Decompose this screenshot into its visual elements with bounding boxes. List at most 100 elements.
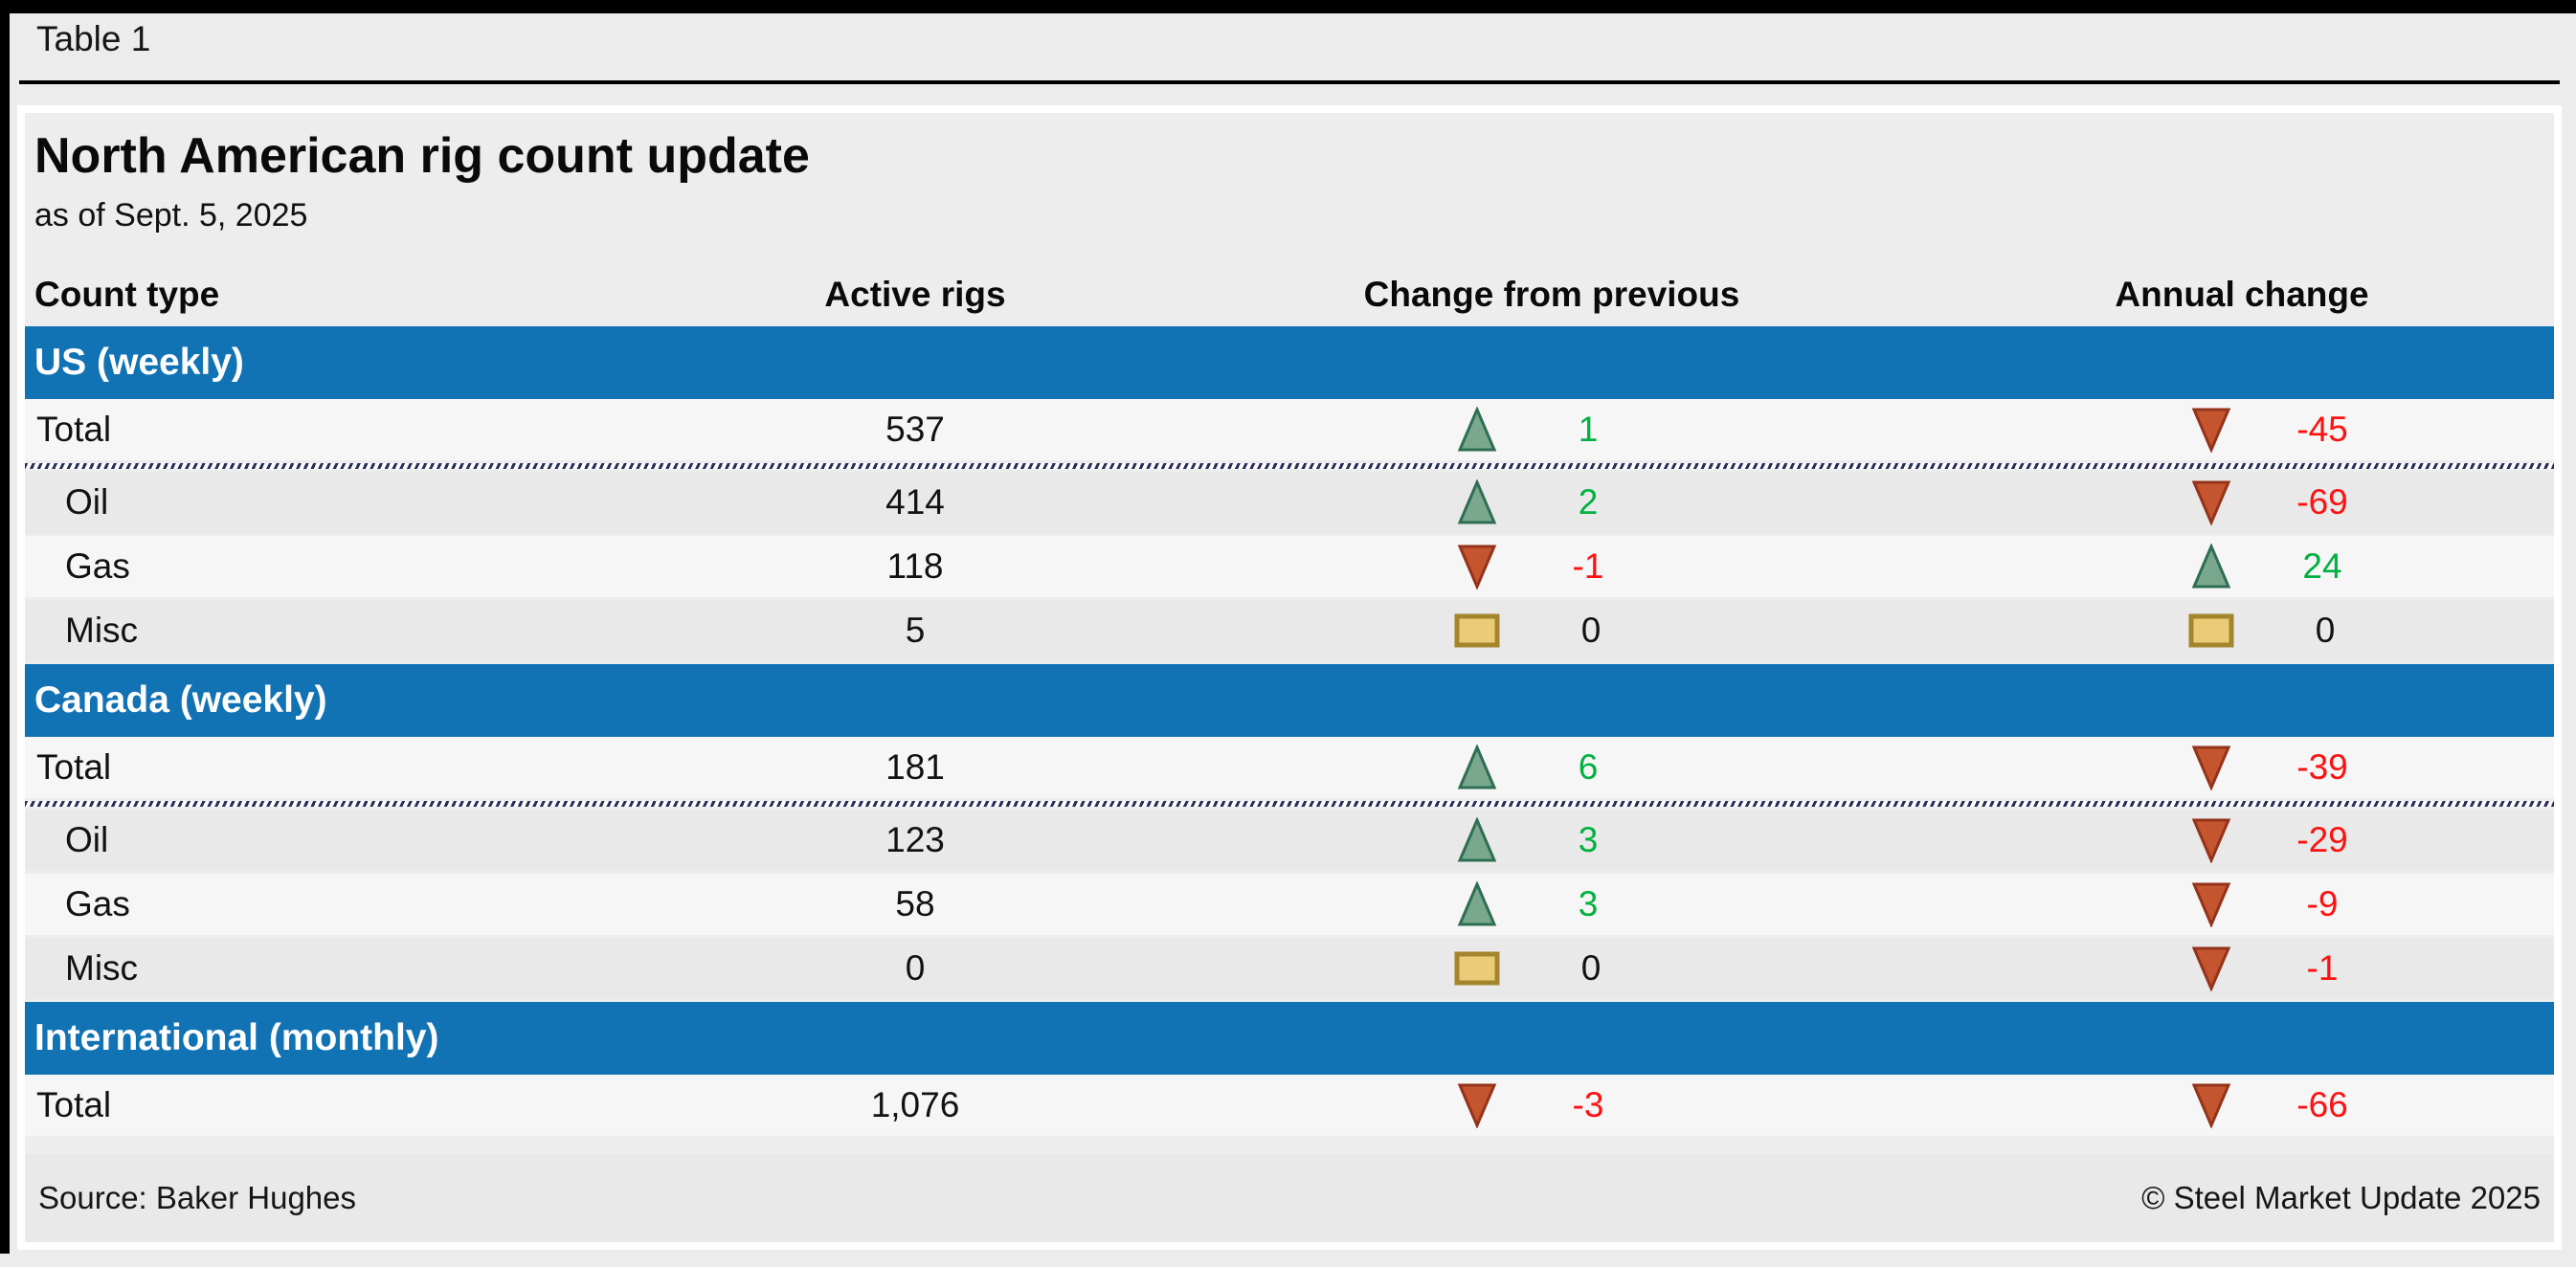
change-value: -29 — [2296, 820, 2348, 860]
change-value: 0 — [1580, 948, 1602, 989]
up-triangle-icon — [1457, 407, 1497, 453]
table-row: Misc 5 0 0 — [25, 600, 2554, 662]
change-cell: -9 — [1930, 881, 2554, 928]
column-header-count-type: Count type — [34, 275, 220, 315]
change-value: -9 — [2306, 884, 2339, 924]
up-triangle-icon — [1457, 745, 1497, 790]
change-cell: 3 — [1174, 881, 1930, 927]
change-cell: -29 — [1930, 817, 2554, 864]
active-rigs-value: 414 — [885, 482, 945, 522]
down-triangle-icon — [2191, 817, 2231, 864]
top-border-bar — [0, 0, 2576, 13]
down-triangle-icon — [1457, 544, 1497, 590]
down-triangle-icon — [2191, 1082, 2231, 1129]
change-value: 6 — [1578, 747, 1599, 788]
copyright-text: © Steel Market Update 2025 — [2141, 1180, 2541, 1215]
change-value: -45 — [2296, 410, 2348, 450]
change-value: -69 — [2296, 482, 2348, 522]
change-value: 24 — [2302, 546, 2342, 587]
active-rigs-value: 58 — [895, 884, 935, 924]
table-row: Total 181 6 -39 — [25, 737, 2554, 799]
column-header-row: Count type Active rigs Change from previou… — [25, 263, 2554, 326]
table-label: Table 1 — [36, 19, 151, 58]
table-row: Misc 0 0 -1 — [25, 938, 2554, 1000]
table-row: Gas 58 3 -9 — [25, 874, 2554, 936]
down-triangle-icon — [2191, 407, 2231, 454]
table-row: Gas 118 -1 24 — [25, 536, 2554, 598]
active-rigs-value: 0 — [905, 948, 926, 989]
row-label: Misc — [65, 611, 139, 651]
flat-dash-icon — [2188, 613, 2234, 648]
change-cell: -66 — [1930, 1082, 2554, 1129]
source-text: Source: Baker Hughes — [38, 1180, 357, 1215]
active-rigs-value: 118 — [886, 546, 944, 587]
change-value: -66 — [2296, 1085, 2348, 1125]
table-row: Total 1,076 -3 -66 — [25, 1075, 2554, 1137]
row-label: Misc — [65, 948, 139, 989]
row-label: Total — [36, 747, 112, 788]
row-label: Total — [36, 1085, 112, 1125]
up-triangle-icon — [1457, 479, 1497, 525]
change-cell: 0 — [1174, 948, 1930, 989]
row-label: Total — [36, 410, 112, 450]
change-cell: -1 — [1174, 544, 1930, 590]
change-cell: 1 — [1174, 407, 1930, 453]
down-triangle-icon — [2191, 479, 2231, 526]
header-rule — [19, 80, 2560, 84]
table-row: Oil 414 2 -69 — [25, 472, 2554, 534]
row-label: Oil — [65, 482, 109, 522]
down-triangle-icon — [2191, 945, 2231, 992]
row-label: Gas — [65, 546, 130, 587]
change-value: 3 — [1578, 820, 1599, 860]
change-cell: 24 — [1930, 544, 2554, 589]
page-title: North American rig count update — [34, 128, 810, 184]
change-value: 2 — [1578, 482, 1599, 522]
dashed-divider — [25, 801, 2554, 808]
change-value: -3 — [1572, 1085, 1604, 1125]
row-label: Oil — [65, 820, 109, 860]
page-subtitle: as of Sept. 5, 2025 — [34, 197, 308, 234]
dashed-divider — [25, 463, 2554, 470]
change-cell: -1 — [1930, 945, 2554, 992]
section-band-label: US (weekly) — [34, 342, 244, 384]
column-header-active-rigs: Active rigs — [824, 275, 1006, 315]
change-value: -39 — [2296, 747, 2348, 788]
left-border-bar — [0, 0, 10, 1254]
row-label: Gas — [65, 884, 130, 924]
table-card: North American rig count update as of Se… — [17, 105, 2562, 1250]
change-cell: 2 — [1174, 479, 1930, 525]
table-row: Total 537 1 -45 — [25, 399, 2554, 461]
table-row: Oil 123 3 -29 — [25, 810, 2554, 872]
change-value: -1 — [2306, 948, 2339, 989]
change-cell: 6 — [1174, 745, 1930, 790]
flat-dash-icon — [1454, 951, 1500, 986]
change-cell: -45 — [1930, 407, 2554, 454]
change-value: 1 — [1578, 410, 1599, 450]
section-band-label: Canada (weekly) — [34, 679, 327, 722]
active-rigs-value: 5 — [905, 611, 926, 651]
change-cell: -39 — [1930, 745, 2554, 791]
change-value: 0 — [2315, 611, 2336, 651]
change-cell: -3 — [1174, 1082, 1930, 1129]
active-rigs-value: 123 — [885, 820, 945, 860]
active-rigs-value: 537 — [885, 410, 945, 450]
down-triangle-icon — [1457, 1082, 1497, 1129]
down-triangle-icon — [2191, 745, 2231, 791]
down-triangle-icon — [2191, 881, 2231, 928]
active-rigs-value: 1,076 — [870, 1085, 960, 1125]
table-footer: Source: Baker Hughes © Steel Market Upda… — [25, 1154, 2554, 1242]
change-cell: 0 — [1930, 611, 2554, 651]
up-triangle-icon — [1457, 881, 1497, 927]
column-header-annual-change: Annual change — [2115, 275, 2369, 315]
section-band-label: International (monthly) — [34, 1017, 439, 1059]
column-header-change-from-previous: Change from previous — [1363, 275, 1740, 315]
change-cell: -69 — [1930, 479, 2554, 526]
change-cell: 3 — [1174, 817, 1930, 863]
section-band-international-monthly: International (monthly) — [25, 1002, 2554, 1076]
change-value: -1 — [1572, 546, 1604, 587]
change-value: 3 — [1578, 884, 1599, 924]
section-band-canada-weekly: Canada (weekly) — [25, 664, 2554, 738]
card-header: North American rig count update as of Se… — [25, 113, 2554, 234]
change-cell: 0 — [1174, 611, 1930, 651]
